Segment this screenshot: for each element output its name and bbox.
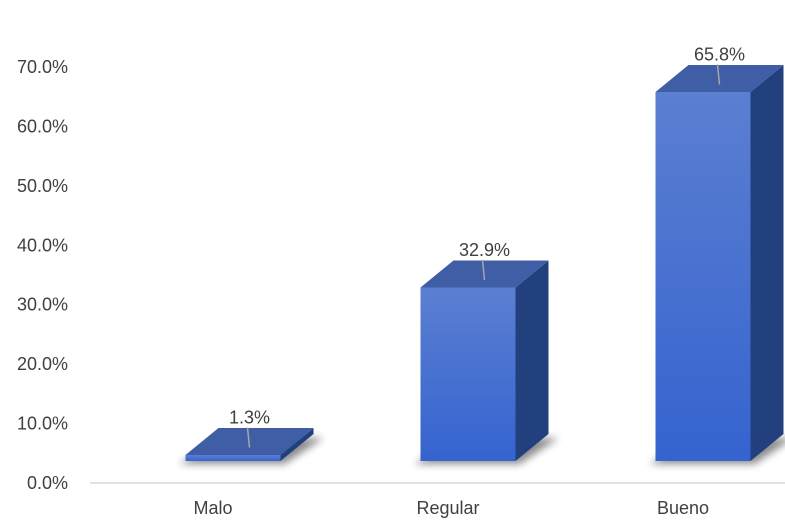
bars: 1.3% 32.9% 65.8%: [179, 44, 785, 464]
data-label-leader: [246, 427, 251, 448]
data-label-leader: [716, 64, 721, 85]
bar-malo: 1.3%: [179, 408, 324, 464]
bar-bueno: 65.8%: [649, 44, 785, 464]
y-tick-label: 10.0%: [17, 414, 68, 434]
data-label-leader: [481, 259, 486, 281]
bar-front-face: [655, 91, 751, 462]
y-tick-label: 50.0%: [17, 176, 68, 196]
bar-side-face: [750, 64, 784, 462]
bar-side-face: [515, 260, 549, 461]
y-tick-label: 60.0%: [17, 116, 68, 136]
x-axis-labels: Malo Regular Bueno: [193, 498, 709, 518]
data-label: 65.8%: [694, 44, 745, 64]
x-category-label: Regular: [416, 498, 479, 518]
bar-regular: 32.9%: [414, 240, 559, 464]
y-tick-label: 0.0%: [27, 473, 68, 493]
y-tick-label: 20.0%: [17, 354, 68, 374]
data-label: 1.3%: [229, 408, 270, 428]
y-tick-label: 30.0%: [17, 295, 68, 315]
bar-front-face: [185, 455, 281, 461]
bar-front-face: [420, 287, 516, 461]
y-tick-label: 40.0%: [17, 235, 68, 255]
x-category-label: Malo: [193, 498, 232, 518]
y-tick-label: 70.0%: [17, 57, 68, 77]
bar-side-face: [280, 428, 314, 461]
y-axis: 0.0% 10.0% 20.0% 30.0% 40.0% 50.0% 60.0% 70.0%: [17, 57, 68, 493]
x-category-label: Bueno: [657, 498, 709, 518]
data-label: 32.9%: [459, 240, 510, 260]
